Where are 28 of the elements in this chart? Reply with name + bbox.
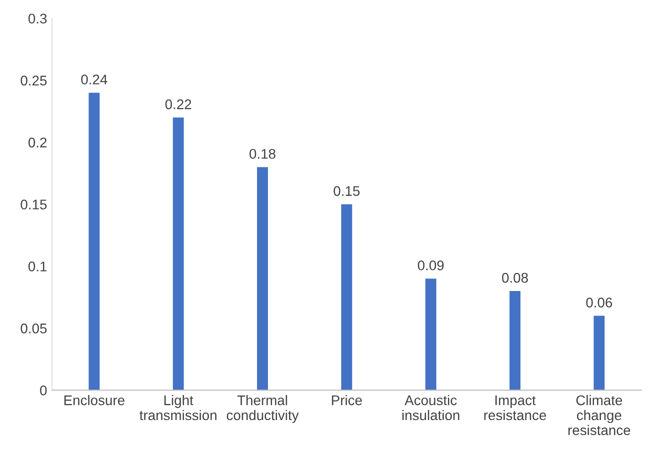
data-label: 0.22 xyxy=(165,99,192,110)
x-tick-label: Impact resistance xyxy=(484,396,546,420)
x-tick-label: Enclosure xyxy=(64,395,124,406)
data-label: 0.18 xyxy=(250,148,276,159)
bar xyxy=(425,278,436,390)
data-label: 0.08 xyxy=(502,272,528,283)
bar xyxy=(510,291,520,390)
data-label: 0.15 xyxy=(334,186,360,196)
y-tick-label: 0.15 xyxy=(20,200,47,210)
y-tick-label: 0.05 xyxy=(20,324,47,334)
bar xyxy=(172,118,184,390)
y-tick-label: 0 xyxy=(40,385,47,396)
x-tick-label: Acoustic insulation xyxy=(402,395,460,420)
y-tick-label: 0.1 xyxy=(28,262,47,272)
bar xyxy=(88,92,100,390)
x-tick-label: Climate change resistance xyxy=(568,395,630,436)
x-tick-label: Light transmission xyxy=(140,395,216,420)
x-tick-label: Thermal conductivity xyxy=(226,395,299,423)
data-label: 0.24 xyxy=(81,74,108,84)
bar xyxy=(257,167,268,390)
bar xyxy=(341,204,352,390)
bar xyxy=(594,316,605,390)
x-tick-label: Price xyxy=(332,395,362,406)
y-tick-label: 0.2 xyxy=(28,138,47,148)
data-label: 0.09 xyxy=(418,260,444,270)
y-tick-label: 0.3 xyxy=(28,14,47,24)
y-tick-label: 0.25 xyxy=(20,76,47,86)
data-label: 0.06 xyxy=(586,298,612,308)
